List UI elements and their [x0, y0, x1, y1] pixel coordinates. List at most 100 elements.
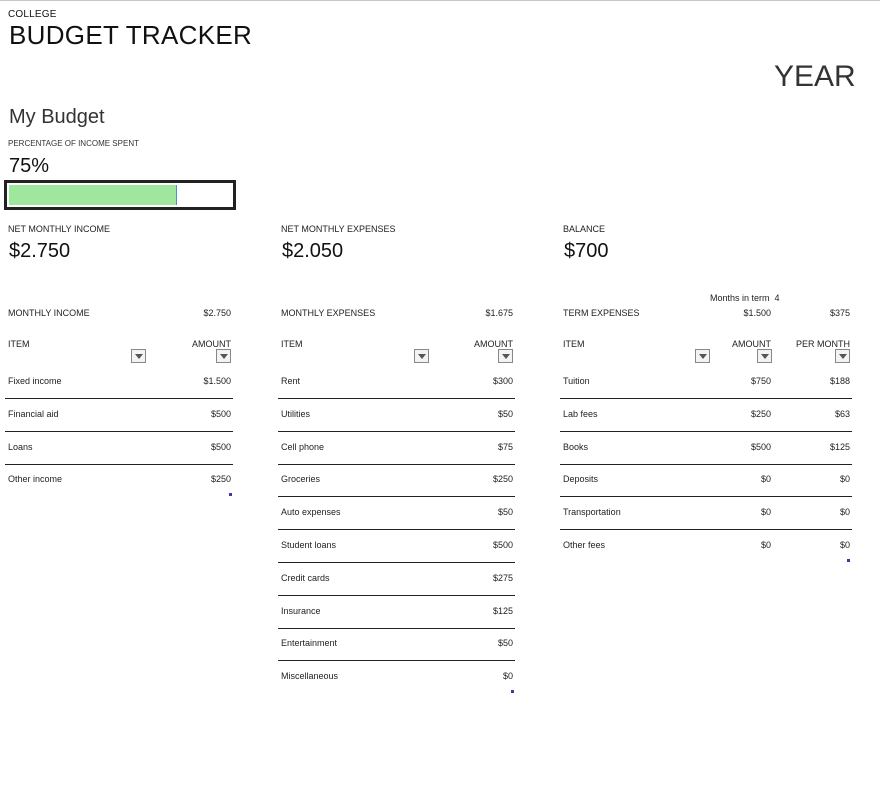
term-table-total: $1.500 — [743, 308, 771, 318]
row-amount[interactable]: $0 — [502, 671, 513, 682]
table-row: Fixed income $1.500 — [5, 367, 233, 399]
expenses-table-title: MONTHLY EXPENSES — [281, 308, 376, 318]
row-per-month[interactable]: $63 — [834, 408, 850, 419]
table-row: Auto expenses $50 — [278, 498, 515, 531]
row-amount[interactable]: $300 — [492, 376, 513, 386]
row-amount[interactable]: $50 — [497, 507, 513, 518]
table-row: Transportation $0 $0 — [560, 498, 852, 531]
row-item[interactable]: Fixed income — [8, 376, 62, 386]
budget-heading: My Budget — [9, 106, 105, 128]
page-title: BUDGET TRACKER — [9, 20, 253, 50]
percent-spent-bar — [4, 180, 236, 210]
net-income-label: NET MONTHLY INCOME — [8, 224, 111, 234]
row-item[interactable]: Credit cards — [281, 572, 330, 583]
row-per-month[interactable]: $0 — [839, 474, 850, 485]
header-subtitle: COLLEGE — [8, 9, 57, 20]
term-item-filter-dropdown-icon[interactable] — [695, 349, 710, 363]
term-amount-filter-dropdown-icon[interactable] — [757, 349, 772, 363]
row-item[interactable]: Transportation — [563, 507, 621, 518]
row-item[interactable]: Student loans — [281, 540, 337, 550]
table-row: Financial aid $500 — [5, 400, 233, 432]
row-item[interactable]: Lab fees — [563, 408, 598, 419]
term-col-amount: AMOUNT — [732, 339, 771, 349]
row-amount[interactable]: $250 — [492, 474, 513, 485]
term-table-total-per-month: $375 — [829, 308, 850, 318]
table-row: Credit cards $275 — [278, 564, 515, 596]
row-item[interactable]: Miscellaneous — [281, 671, 339, 682]
table-row: Insurance $125 — [278, 597, 515, 629]
table-row: Books $500 $125 — [560, 433, 852, 465]
income-col-amount: AMOUNT — [192, 339, 231, 349]
row-item[interactable]: Cell phone — [281, 441, 325, 452]
row-item[interactable]: Books — [563, 441, 589, 452]
row-amount[interactable]: $50 — [497, 408, 513, 419]
months-in-term-label: Months in term 4 — [710, 293, 780, 303]
income-table-total: $2.750 — [203, 308, 231, 318]
row-item[interactable]: Financial aid — [8, 408, 59, 419]
months-in-term-value[interactable]: 4 — [774, 293, 780, 303]
year-label[interactable]: YEAR — [774, 60, 856, 93]
table-row: Tuition $750 $188 — [560, 367, 852, 399]
term-per-month-filter-dropdown-icon[interactable] — [835, 349, 850, 363]
row-item[interactable]: Rent — [281, 376, 301, 386]
row-amount[interactable]: $750 — [750, 376, 771, 386]
income-table-resize-handle[interactable] — [229, 493, 232, 496]
row-item[interactable]: Deposits — [563, 474, 599, 485]
row-amount[interactable]: $0 — [760, 540, 771, 550]
expenses-table-resize-handle[interactable] — [511, 690, 514, 693]
table-row: Other fees $0 $0 — [560, 531, 852, 563]
top-border — [0, 0, 880, 1]
row-item[interactable]: Groceries — [281, 474, 321, 485]
row-per-month[interactable]: $188 — [829, 376, 850, 386]
table-row: Utilities $50 — [278, 400, 515, 432]
income-item-filter-dropdown-icon[interactable] — [131, 349, 146, 363]
percent-spent-label: PERCENTAGE OF INCOME SPENT — [8, 139, 139, 148]
row-item[interactable]: Auto expenses — [281, 507, 341, 518]
expenses-item-filter-dropdown-icon[interactable] — [414, 349, 429, 363]
row-per-month[interactable]: $0 — [839, 540, 850, 550]
net-income-value: $2.750 — [9, 240, 71, 262]
row-amount[interactable]: $275 — [492, 572, 513, 583]
row-item[interactable]: Tuition — [563, 376, 590, 386]
term-col-per-month: PER MONTH — [796, 339, 850, 349]
balance-label: BALANCE — [563, 224, 606, 234]
table-row: Loans $500 — [5, 433, 233, 465]
row-item[interactable]: Utilities — [281, 408, 311, 419]
row-amount[interactable]: $1.500 — [203, 376, 231, 386]
expenses-table-total: $1.675 — [485, 308, 513, 318]
table-row: Entertainment $50 — [278, 629, 515, 662]
term-col-item: ITEM — [563, 339, 585, 349]
row-amount[interactable]: $500 — [492, 540, 513, 550]
row-amount[interactable]: $50 — [497, 638, 513, 649]
table-row: Student loans $500 — [278, 531, 515, 563]
term-table-resize-handle[interactable] — [847, 559, 850, 562]
expenses-col-amount: AMOUNT — [474, 339, 513, 349]
table-row: Other income $250 — [5, 465, 233, 497]
row-amount[interactable]: $250 — [750, 408, 771, 419]
row-amount[interactable]: $500 — [750, 441, 771, 452]
term-table-title: TERM EXPENSES — [563, 308, 640, 318]
income-amount-filter-dropdown-icon[interactable] — [216, 349, 231, 363]
row-amount[interactable]: $0 — [760, 507, 771, 518]
row-item[interactable]: Other income — [8, 474, 63, 485]
row-item[interactable]: Entertainment — [281, 638, 338, 649]
row-amount[interactable]: $250 — [210, 474, 231, 485]
row-item[interactable]: Loans — [8, 441, 33, 452]
row-item[interactable]: Other fees — [563, 540, 606, 550]
percent-spent-bar-fill — [9, 185, 177, 205]
row-amount[interactable]: $125 — [492, 605, 513, 616]
row-per-month[interactable]: $0 — [839, 507, 850, 518]
row-item[interactable]: Insurance — [281, 605, 321, 616]
net-expenses-value: $2.050 — [282, 240, 344, 262]
table-row: Groceries $250 — [278, 465, 515, 498]
row-per-month[interactable]: $125 — [829, 441, 850, 452]
row-amount[interactable]: $500 — [210, 441, 231, 452]
expenses-amount-filter-dropdown-icon[interactable] — [498, 349, 513, 363]
income-table-title: MONTHLY INCOME — [8, 308, 90, 318]
row-amount[interactable]: $0 — [760, 474, 771, 485]
table-row: Deposits $0 $0 — [560, 465, 852, 498]
row-amount[interactable]: $75 — [497, 441, 513, 452]
row-amount[interactable]: $500 — [210, 408, 231, 419]
balance-value: $700 — [564, 240, 609, 262]
percent-spent-value: 75% — [9, 155, 50, 177]
